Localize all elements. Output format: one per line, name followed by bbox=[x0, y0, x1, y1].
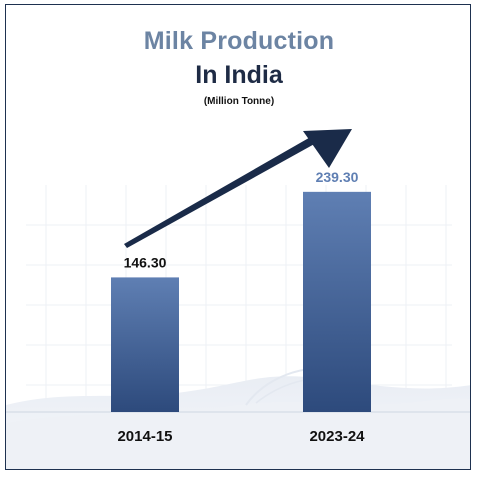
value-label-2014-15: 146.30 bbox=[124, 254, 167, 270]
trend-arrow-head bbox=[303, 129, 352, 168]
grid-lines bbox=[26, 185, 452, 412]
chart-frame: Milk Production In India (Million Tonne)… bbox=[5, 4, 471, 470]
background-waves bbox=[6, 367, 470, 469]
chart-title-line2: In India bbox=[195, 61, 283, 89]
x-tick-label-2014-15: 2014-15 bbox=[117, 428, 172, 445]
bar-2014-15 bbox=[111, 277, 179, 412]
bar-2023-24 bbox=[303, 191, 371, 412]
x-tick-label-2023-24: 2023-24 bbox=[309, 428, 365, 445]
chart-title: Milk Production bbox=[143, 27, 335, 55]
chart-subtitle: (Million Tonne) bbox=[203, 96, 275, 107]
bar-chart: 146.30 239.30 2014-15 2023-24 bbox=[6, 129, 470, 469]
trend-arrow bbox=[124, 129, 352, 248]
trend-arrow-shaft bbox=[124, 135, 318, 248]
value-label-2023-24: 239.30 bbox=[316, 169, 359, 185]
